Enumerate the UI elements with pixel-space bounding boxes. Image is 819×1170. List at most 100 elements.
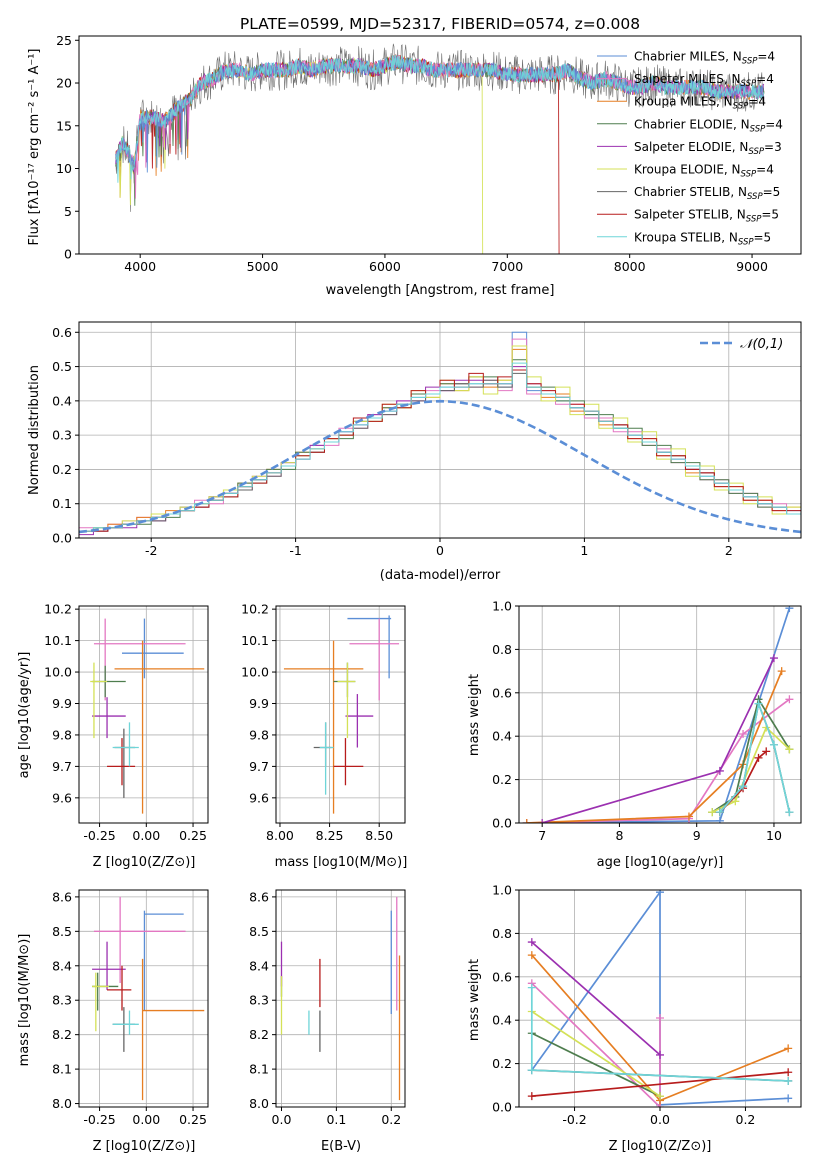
x-tick-label: 7000 — [491, 259, 523, 274]
weight-marker — [785, 745, 794, 754]
z-age-panel: -0.25 0.00 0.25 9.6 9.7 9.8 9.9 10.0 10.1 10.2 — [44, 602, 209, 843]
y-tick-label: 10.0 — [44, 665, 72, 680]
y-tick-label: 8.4 — [249, 958, 269, 973]
y-tick-label: 0 — [64, 247, 72, 262]
weight-line-salpeter-miles — [526, 698, 790, 823]
y-tick-label: 0.6 — [492, 969, 512, 984]
plot-content — [283, 615, 400, 814]
legend-entry: Kroupa ELODIE, NSSP=4 — [634, 163, 774, 180]
weight-marker — [708, 808, 717, 817]
y-tick-label: 8.1 — [52, 1062, 72, 1077]
y-tick-label: 8.6 — [52, 889, 72, 904]
x-tick-label: 4000 — [124, 259, 156, 274]
spectrum-line-kroupa-stelib — [115, 55, 765, 183]
plot-content — [522, 606, 794, 823]
weight-marker — [754, 699, 763, 708]
legend-entry: Chabrier STELIB, NSSP=5 — [634, 185, 780, 202]
weight-line-salpeter-stelib — [531, 1071, 789, 1097]
weight-line-kroupa-elodie — [531, 1010, 661, 1097]
mass-age-panel: 8.00 8.25 8.50 9.6 9.7 9.8 9.9 10.0 10.1 10.2 — [241, 602, 406, 843]
y-tick-label: 9.7 — [52, 759, 72, 774]
weight-marker — [656, 1014, 664, 1023]
y-tick-label: 8.4 — [52, 958, 72, 973]
plot-content — [115, 43, 765, 254]
legend-entry: Kroupa MILES, NSSP=4 — [634, 95, 766, 112]
histogram-kroupa-stelib — [79, 362, 801, 532]
y-tick-label: 0.6 — [492, 685, 512, 700]
x-tick-label: 7 — [538, 828, 546, 843]
y-tick-label: 0.0 — [52, 531, 72, 546]
weight-marker — [784, 1068, 793, 1077]
legend-entry: Kroupa STELIB, NSSP=5 — [634, 230, 771, 247]
y-tick-label: 1.0 — [492, 883, 512, 898]
weight-marker — [784, 1044, 793, 1053]
weight-line-salpeter-miles — [531, 982, 661, 1107]
x-tick-label: 0.00 — [132, 828, 160, 843]
y-tick-label: 8.1 — [249, 1062, 269, 1077]
y-tick-label: 10.0 — [241, 665, 269, 680]
plot-content — [527, 890, 793, 1107]
axes-frame — [78, 35, 802, 255]
y-tick-label: 0.3 — [52, 428, 72, 443]
weight-marker — [684, 812, 693, 821]
weight-marker — [527, 1092, 536, 1101]
y-tick-label: 9.6 — [52, 790, 72, 805]
x-tick-label: 0.0 — [650, 1112, 670, 1127]
weight-marker — [656, 890, 664, 897]
residuals-xlabel: (data-model)/error — [380, 568, 501, 583]
weight-marker — [731, 797, 740, 806]
x-tick-label: 0.25 — [179, 828, 207, 843]
x-tick-label: -1 — [289, 543, 301, 558]
x-tick-label: -2 — [145, 543, 157, 558]
legend-entry: Salpeter ELODIE, NSSP=3 — [634, 140, 782, 157]
weight-line-chabrier-elodie — [711, 697, 791, 813]
weight-marker — [715, 808, 724, 817]
y-tick-label: 15 — [56, 118, 72, 133]
x-tick-label: -0.2 — [562, 1112, 586, 1127]
legend-entry: Chabrier MILES, NSSP=4 — [634, 50, 775, 67]
weight-line-chabrier-miles — [526, 607, 791, 823]
residual-histogram-panel: -2 -1 0 1 2 0.0 0.1 0.2 0.3 0.4 0.5 0.6 — [52, 321, 802, 558]
weight-marker — [527, 938, 536, 947]
y-tick-label: 8.5 — [52, 924, 72, 939]
plot-content — [79, 331, 801, 536]
x-tick-label: 0 — [436, 543, 444, 558]
axes-frame — [78, 605, 209, 824]
y-tick-label: 20 — [56, 76, 72, 91]
axes-frame — [518, 605, 802, 824]
y-tick-label: 0.4 — [52, 393, 72, 408]
y-tick-label: 0.4 — [492, 1013, 512, 1028]
y-tick-label: 10.1 — [44, 633, 72, 648]
normal-curve — [79, 399, 801, 534]
z-age-xlabel: Z [log10(Z/Z⊙)] — [93, 855, 196, 870]
x-tick-label: 8 — [615, 828, 623, 843]
weight-marker — [784, 1094, 793, 1103]
x-tick-label: 8.25 — [316, 828, 344, 843]
y-tick-label: 0.8 — [492, 642, 512, 657]
z-mass-panel: -0.25 0.00 0.25 8.0 8.1 8.2 8.3 8.4 8.5 8.6 — [52, 889, 209, 1127]
y-tick-label: 10.1 — [241, 633, 269, 648]
weight-line-chabrier-miles — [531, 890, 789, 1106]
x-tick-label: 9000 — [736, 259, 768, 274]
y-tick-label: 5 — [64, 204, 72, 219]
y-tick-label: 0.2 — [492, 1056, 512, 1071]
plot-content — [92, 896, 205, 1101]
plot-content — [90, 618, 205, 814]
y-tick-label: 10 — [56, 161, 72, 176]
x-tick-label: 8.50 — [365, 828, 393, 843]
weight-marker — [739, 782, 748, 791]
y-tick-label: 9.8 — [52, 727, 72, 742]
weight-marker — [527, 1066, 536, 1075]
legend-entry: Salpeter STELIB, NSSP=5 — [634, 208, 779, 225]
y-tick-label: 8.0 — [249, 1096, 269, 1111]
weight-marker — [777, 667, 786, 676]
y-tick-label: 8.3 — [249, 993, 269, 1008]
weight-marker — [762, 747, 771, 756]
y-tick-label: 8.2 — [249, 1027, 269, 1042]
x-tick-label: 8.00 — [266, 828, 294, 843]
figure-title: PLATE=0599, MJD=52317, FIBERID=0574, z=0… — [240, 15, 640, 33]
y-tick-label: 0.2 — [52, 462, 72, 477]
y-tick-label: 0.0 — [492, 1100, 512, 1115]
y-tick-label: 0.6 — [52, 325, 72, 340]
